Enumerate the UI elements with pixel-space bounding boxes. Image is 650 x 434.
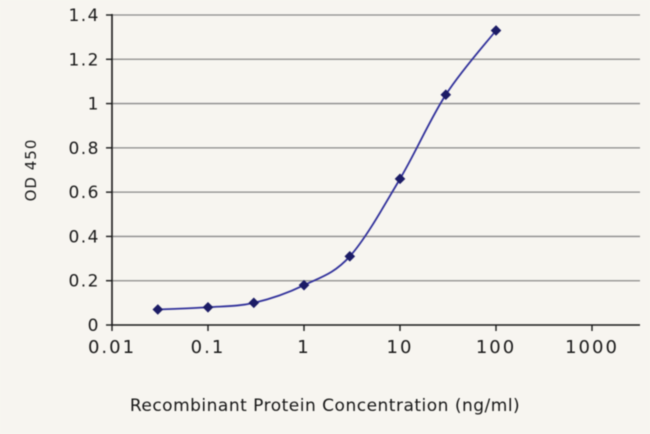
y-tick-label: 0: [88, 316, 100, 336]
y-tick-label: 0.2: [68, 272, 100, 292]
data-point-marker: [440, 89, 452, 101]
y-tick-label: 0.8: [68, 139, 100, 159]
y-tick-label: 0.6: [68, 183, 100, 203]
y-tick-label: 1.4: [68, 6, 100, 26]
x-tick-label: 0.01: [88, 337, 136, 358]
y-tick-label: 1: [88, 95, 100, 115]
series-line: [157, 29, 497, 311]
data-point-marker: [344, 251, 356, 262]
x-tick-label: 1: [297, 337, 310, 358]
data-point-marker: [394, 173, 406, 185]
data-point-marker: [248, 297, 260, 309]
data-point-marker: [298, 279, 310, 291]
y-tick-label: 1.2: [68, 50, 100, 70]
y-axis-label: OD 450: [22, 138, 40, 202]
x-tick-label: 0.1: [191, 337, 226, 358]
y-tick-label: 0.4: [68, 227, 100, 247]
x-tick-label: 1000: [565, 337, 619, 358]
x-tick-label: 100: [476, 337, 516, 358]
data-point-marker: [202, 301, 214, 313]
data-point-marker: [490, 25, 502, 36]
data-point-marker: [152, 304, 164, 315]
x-axis-label: Recombinant Protein Concentration (ng/ml…: [129, 396, 521, 416]
x-tick-label: 10: [387, 337, 414, 358]
